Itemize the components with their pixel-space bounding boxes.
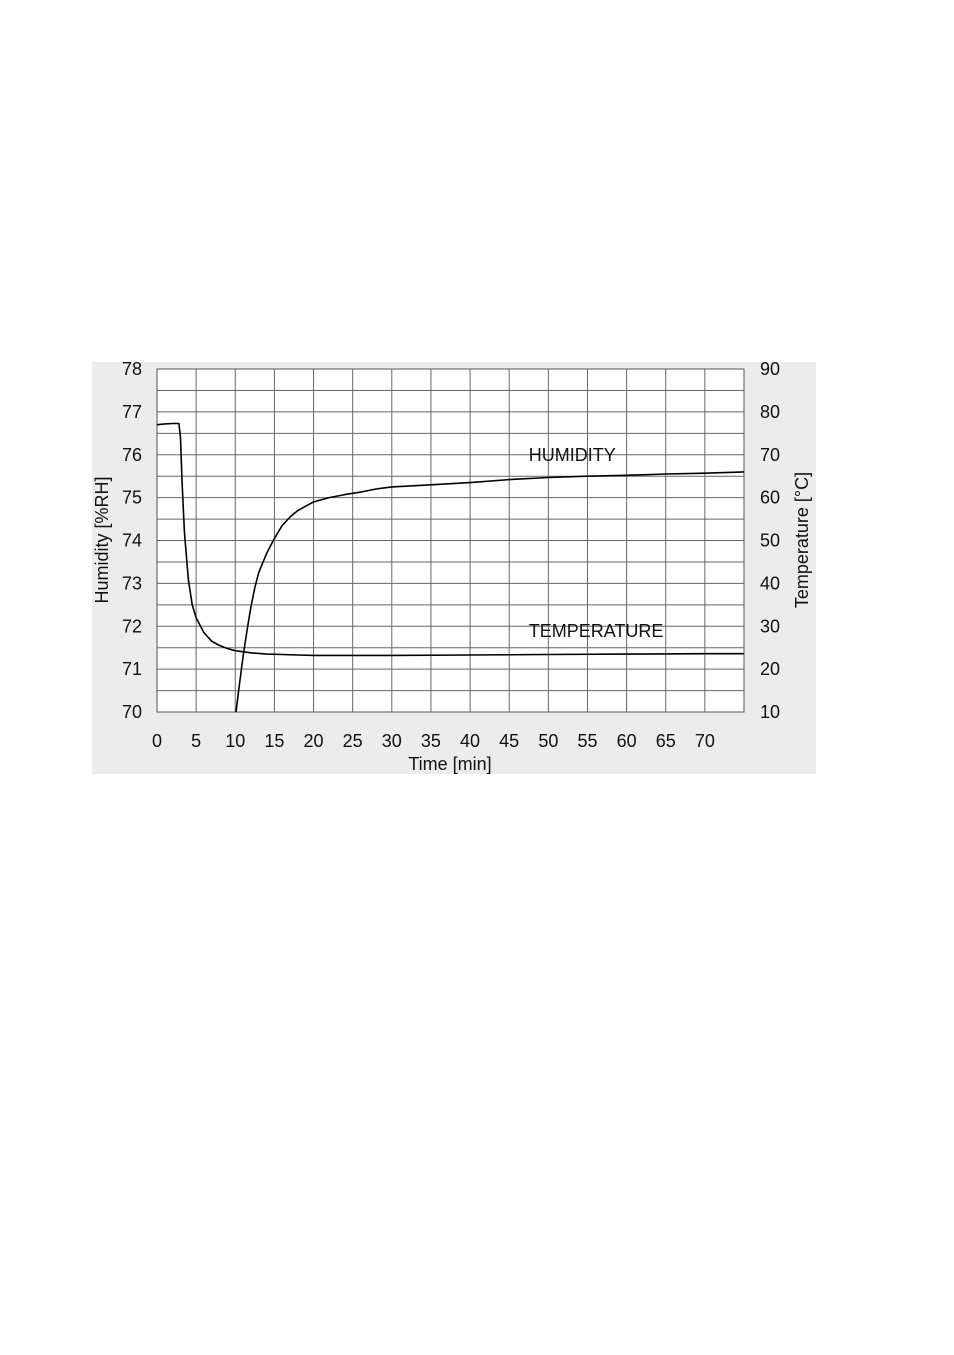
y-left-tick-label: 73	[122, 573, 142, 593]
x-tick-label: 5	[191, 731, 201, 751]
y-right-tick-label: 50	[760, 531, 780, 551]
x-tick-label: 30	[382, 731, 402, 751]
y-left-tick-label: 71	[122, 659, 142, 679]
y-left-tick-label: 76	[122, 445, 142, 465]
y-axis-left-label: Humidity [%RH]	[92, 476, 112, 603]
y-axis-right-label: Temperature [°C]	[792, 472, 812, 608]
y-right-tick-label: 40	[760, 573, 780, 593]
x-axis-label: Time [min]	[408, 754, 491, 774]
x-tick-label: 0	[152, 731, 162, 751]
x-tick-label: 10	[225, 731, 245, 751]
y-left-tick-label: 77	[122, 402, 142, 422]
x-tick-label: 55	[577, 731, 597, 751]
y-right-tick-label: 60	[760, 488, 780, 508]
y-right-tick-label: 70	[760, 445, 780, 465]
x-tick-label: 20	[304, 731, 324, 751]
y-right-tick-label: 90	[760, 359, 780, 379]
series-line-humidity	[235, 471, 745, 713]
y-left-tick-label: 78	[122, 359, 142, 379]
y-left-tick-label: 74	[122, 531, 142, 551]
annotations: HUMIDITY TEMPERATURE	[529, 445, 664, 641]
series-layer	[156, 422, 745, 713]
x-tick-label: 50	[538, 731, 558, 751]
x-tick-label: 15	[264, 731, 284, 751]
x-tick-label: 35	[421, 731, 441, 751]
annotation-humidity: HUMIDITY	[529, 445, 616, 465]
y-right-tick-label: 20	[760, 659, 780, 679]
x-tick-label: 45	[499, 731, 519, 751]
series-line-temperature	[156, 422, 744, 657]
x-tick-label: 70	[695, 731, 715, 751]
x-tick-label: 60	[617, 731, 637, 751]
annotation-temperature: TEMPERATURE	[529, 621, 664, 641]
grid	[156, 368, 744, 713]
y-right-tick-label: 10	[760, 702, 780, 722]
plot-area	[156, 368, 745, 713]
y-left-tick-label: 70	[122, 702, 142, 722]
x-tick-label: 40	[460, 731, 480, 751]
y-right-tick-label: 30	[760, 616, 780, 636]
x-tick-label: 25	[343, 731, 363, 751]
y-left-tick-label: 75	[122, 488, 142, 508]
tick-labels: 0 5 10 15 20 25 30 35 40 45 50 55 60 65 70 70 71 72 73 74 75…	[122, 359, 780, 751]
y-right-tick-label: 80	[760, 402, 780, 422]
x-tick-label: 65	[656, 731, 676, 751]
y-left-tick-label: 72	[122, 616, 142, 636]
